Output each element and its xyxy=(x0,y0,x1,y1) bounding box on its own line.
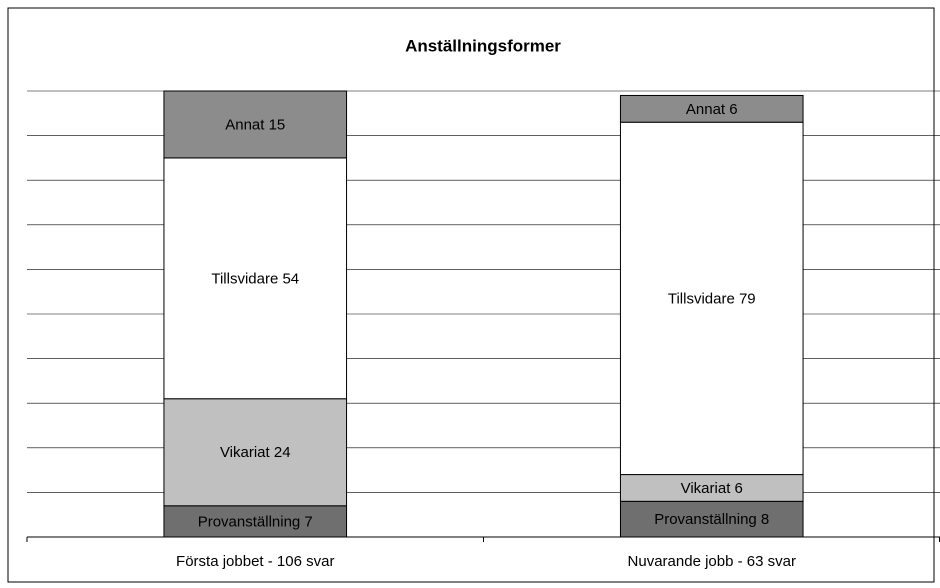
chart-title: Anställningsformer xyxy=(405,36,561,55)
x-tick-label: Nuvarande jobb - 63 svar xyxy=(628,553,796,570)
data-label: Tillsvidare 54 xyxy=(211,270,299,287)
data-label: Annat 6 xyxy=(686,101,738,118)
bar-segment xyxy=(163,505,348,538)
data-label: Tillsvidare 79 xyxy=(668,290,756,307)
data-label: Vikariat 6 xyxy=(681,480,743,497)
data-label: Annat 15 xyxy=(225,116,285,133)
data-label: Provanställning 8 xyxy=(654,511,769,528)
bar-segment xyxy=(619,500,804,538)
bar-segment xyxy=(619,94,804,123)
bar-segment xyxy=(163,157,348,400)
bar-segment xyxy=(163,90,348,159)
bar-segment xyxy=(619,121,804,476)
data-label: Provanställning 7 xyxy=(198,513,313,530)
bar-segment xyxy=(163,398,348,507)
data-label: Vikariat 24 xyxy=(220,444,291,461)
x-tick-label: Första jobbet - 106 svar xyxy=(176,553,334,570)
